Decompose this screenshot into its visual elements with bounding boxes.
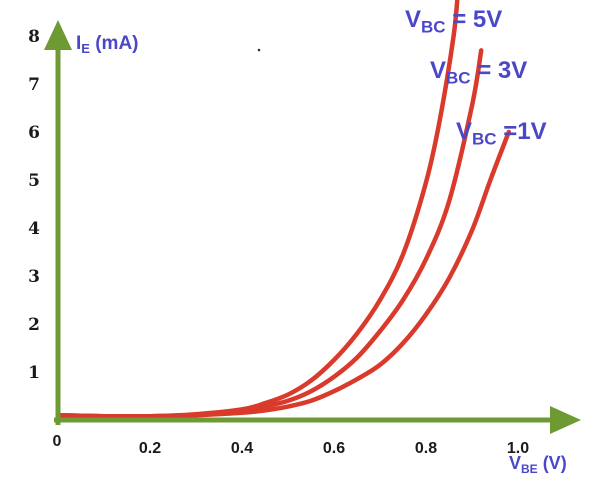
origin-label: 0 [53, 433, 62, 450]
x-axis-arrow-icon [550, 406, 581, 434]
x-tick-label: 0.4 [231, 440, 253, 457]
curve-label-vbc-5v: VBC = 5V [405, 6, 502, 36]
stray-dot [257, 48, 261, 52]
axes-layer [44, 20, 581, 434]
curve-label-vbc-3v: VBC = 3V [430, 57, 527, 87]
x-tick-label: 0.6 [323, 440, 345, 457]
y-axis-label: IE (mA) [76, 33, 139, 56]
curves-layer [55, 0, 512, 419]
curve-label-vbc-1v: VBC =1V [456, 118, 547, 148]
y-tick-label: 6 [28, 123, 40, 143]
labels-layer: 1 2 3 4 5 6 7 8 0.2 0.4 0.6 0.8 1.0 0 IE (mA) VBE (V) VB… [28, 6, 567, 476]
y-tick-label: 4 [28, 219, 40, 239]
x-tick-label: 0.8 [415, 440, 437, 457]
x-tick-label: 0.2 [139, 440, 161, 457]
x-axis-label: VBE (V) [509, 453, 567, 476]
y-tick-label: 2 [28, 315, 40, 335]
x-tick-label: 1.0 [507, 440, 529, 457]
y-tick-label: 3 [28, 267, 40, 287]
curve-vbc-3v [55, 48, 484, 419]
y-axis-arrow-icon [44, 20, 72, 50]
y-tick-label: 8 [28, 27, 40, 47]
y-tick-label: 1 [28, 363, 40, 383]
curve-vbc-5v [55, 0, 460, 419]
y-tick-label: 5 [28, 171, 40, 191]
y-tick-label: 7 [28, 75, 40, 95]
curve-vbc-1v [55, 129, 512, 419]
